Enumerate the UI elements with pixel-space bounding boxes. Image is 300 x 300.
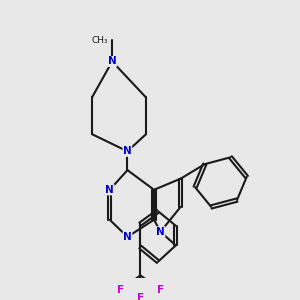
Text: CH₃: CH₃ — [92, 36, 109, 45]
Text: F: F — [157, 285, 164, 295]
Text: F: F — [137, 293, 144, 300]
Text: N: N — [123, 232, 132, 242]
Text: F: F — [117, 285, 124, 295]
Text: N: N — [108, 56, 116, 67]
Text: N: N — [156, 227, 165, 237]
Text: N: N — [105, 185, 114, 195]
Text: N: N — [123, 146, 132, 156]
